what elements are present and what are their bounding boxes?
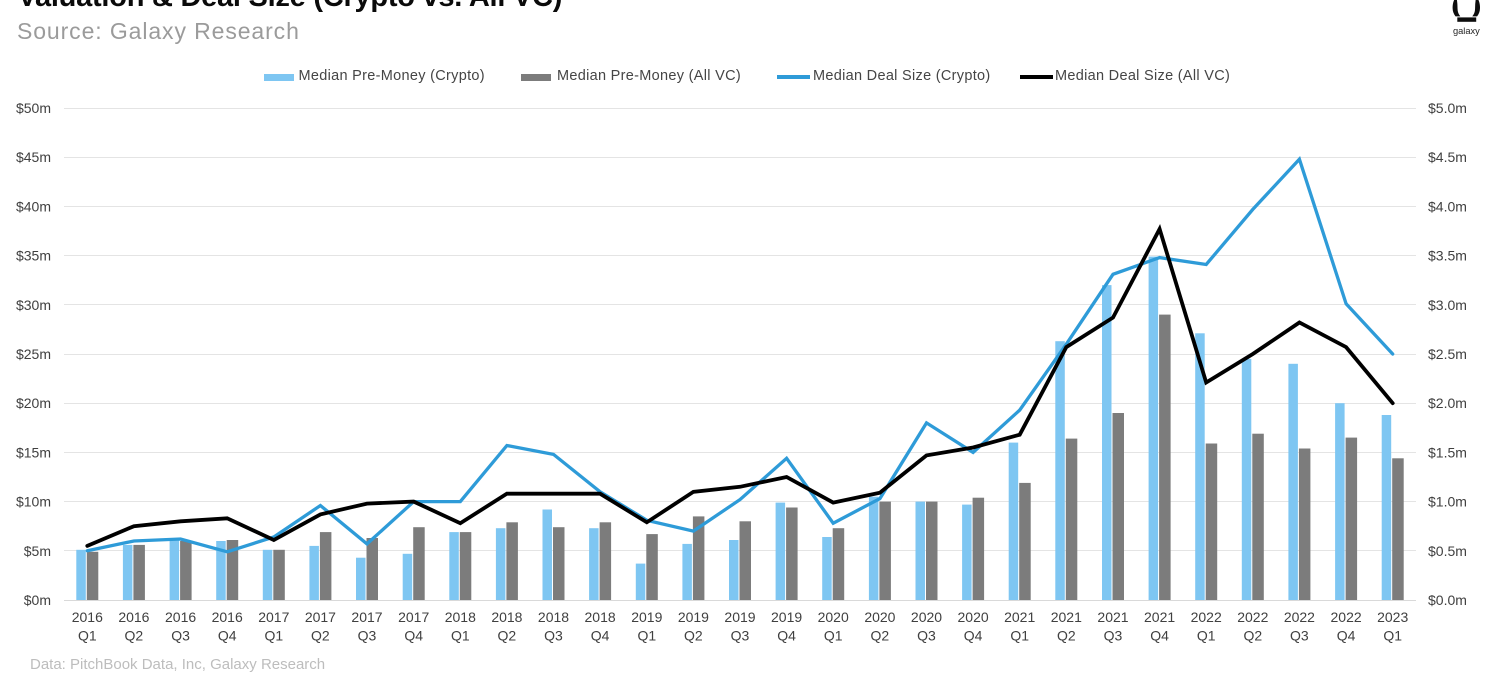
svg-text:2018: 2018 (491, 609, 522, 625)
svg-text:Q4: Q4 (591, 628, 610, 644)
svg-text:2016: 2016 (72, 609, 103, 625)
svg-text:$4.5m: $4.5m (1428, 149, 1467, 165)
svg-text:2022: 2022 (1331, 609, 1362, 625)
svg-text:Q1: Q1 (451, 628, 470, 644)
svg-text:Q2: Q2 (498, 628, 517, 644)
svg-text:$30m: $30m (16, 297, 51, 313)
svg-text:2017: 2017 (398, 609, 429, 625)
svg-text:galaxy: galaxy (1453, 26, 1480, 36)
svg-text:2019: 2019 (724, 609, 755, 625)
svg-text:Q2: Q2 (125, 628, 144, 644)
svg-text:2018: 2018 (585, 609, 616, 625)
svg-text:2018: 2018 (445, 609, 476, 625)
svg-text:$1.0m: $1.0m (1428, 494, 1467, 510)
svg-text:Q4: Q4 (1150, 628, 1169, 644)
svg-text:$3.0m: $3.0m (1428, 297, 1467, 313)
svg-text:Q4: Q4 (404, 628, 423, 644)
svg-text:$5m: $5m (24, 543, 51, 559)
svg-text:2022: 2022 (1191, 609, 1222, 625)
svg-text:Q3: Q3 (544, 628, 563, 644)
svg-text:Q4: Q4 (218, 628, 237, 644)
svg-text:Q1: Q1 (1010, 628, 1029, 644)
svg-text:Q3: Q3 (731, 628, 750, 644)
svg-text:2022: 2022 (1284, 609, 1315, 625)
svg-text:$5.0m: $5.0m (1428, 100, 1467, 116)
svg-text:Q2: Q2 (311, 628, 330, 644)
svg-text:$45m: $45m (16, 149, 51, 165)
svg-text:Q3: Q3 (1104, 628, 1123, 644)
svg-text:Q3: Q3 (1290, 628, 1309, 644)
svg-text:2017: 2017 (258, 609, 289, 625)
svg-text:2021: 2021 (1097, 609, 1128, 625)
svg-text:2016: 2016 (212, 609, 243, 625)
svg-text:Q2: Q2 (1057, 628, 1076, 644)
svg-text:Q1: Q1 (264, 628, 283, 644)
svg-text:2020: 2020 (864, 609, 895, 625)
svg-text:$25m: $25m (16, 346, 51, 362)
svg-text:2020: 2020 (911, 609, 942, 625)
svg-text:Q3: Q3 (171, 628, 190, 644)
svg-text:$0m: $0m (24, 592, 51, 608)
svg-text:2019: 2019 (678, 609, 709, 625)
svg-text:Q2: Q2 (684, 628, 703, 644)
svg-text:$2.0m: $2.0m (1428, 395, 1467, 411)
svg-text:2016: 2016 (118, 609, 149, 625)
svg-text:2017: 2017 (305, 609, 336, 625)
svg-text:2020: 2020 (818, 609, 849, 625)
svg-text:Q1: Q1 (824, 628, 843, 644)
svg-text:$40m: $40m (16, 198, 51, 214)
svg-text:$50m: $50m (16, 100, 51, 116)
svg-text:2017: 2017 (351, 609, 382, 625)
svg-text:$3.5m: $3.5m (1428, 248, 1467, 264)
svg-text:$0.5m: $0.5m (1428, 543, 1467, 559)
svg-text:2018: 2018 (538, 609, 569, 625)
svg-text:Q2: Q2 (1243, 628, 1262, 644)
svg-text:2023: 2023 (1377, 609, 1408, 625)
svg-text:$0.0m: $0.0m (1428, 592, 1467, 608)
svg-text:$20m: $20m (16, 395, 51, 411)
svg-text:Q4: Q4 (777, 628, 796, 644)
svg-text:Q3: Q3 (917, 628, 936, 644)
svg-text:2021: 2021 (1051, 609, 1082, 625)
svg-text:2019: 2019 (771, 609, 802, 625)
svg-text:Q2: Q2 (871, 628, 890, 644)
svg-text:Q1: Q1 (1383, 628, 1402, 644)
svg-text:2022: 2022 (1237, 609, 1268, 625)
svg-text:2016: 2016 (165, 609, 196, 625)
svg-text:Q3: Q3 (358, 628, 377, 644)
svg-text:Q4: Q4 (1337, 628, 1356, 644)
svg-text:2021: 2021 (1144, 609, 1175, 625)
svg-text:$35m: $35m (16, 248, 51, 264)
svg-text:$1.5m: $1.5m (1428, 444, 1467, 460)
svg-text:2021: 2021 (1004, 609, 1035, 625)
svg-text:Q1: Q1 (78, 628, 97, 644)
svg-text:2020: 2020 (958, 609, 989, 625)
svg-text:$10m: $10m (16, 494, 51, 510)
svg-text:$2.5m: $2.5m (1428, 346, 1467, 362)
svg-text:$15m: $15m (16, 444, 51, 460)
svg-text:2019: 2019 (631, 609, 662, 625)
svg-text:Q1: Q1 (1197, 628, 1216, 644)
svg-text:Q4: Q4 (964, 628, 983, 644)
svg-text:$4.0m: $4.0m (1428, 198, 1467, 214)
svg-text:Q1: Q1 (637, 628, 656, 644)
